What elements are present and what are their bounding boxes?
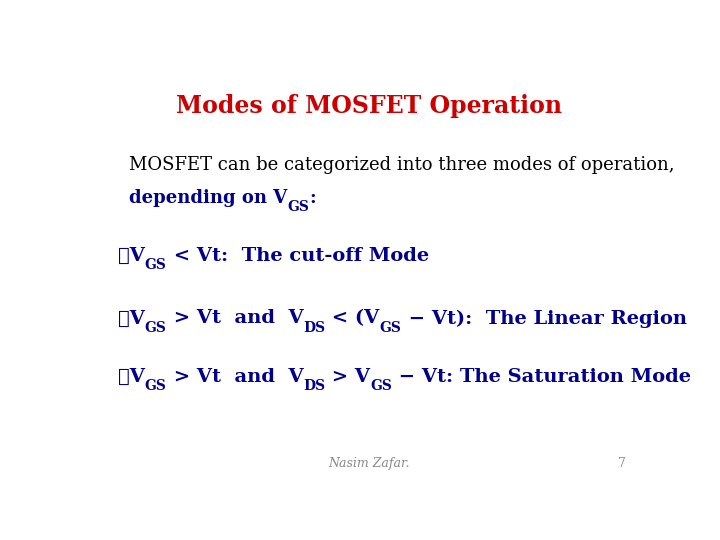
Text: ❖V: ❖V — [118, 368, 145, 386]
Text: > Vt  and  V: > Vt and V — [166, 309, 303, 327]
Text: GS: GS — [379, 321, 402, 335]
Text: MOSFET can be categorized into three modes of operation,: MOSFET can be categorized into three mod… — [129, 156, 675, 173]
Text: 7: 7 — [618, 457, 626, 470]
Text: depending on V: depending on V — [129, 189, 287, 207]
Text: :: : — [309, 189, 316, 207]
Text: Modes of MOSFET Operation: Modes of MOSFET Operation — [176, 94, 562, 118]
Text: < Vt:  The cut-off Mode: < Vt: The cut-off Mode — [166, 247, 429, 265]
Text: > Vt  and  V: > Vt and V — [166, 368, 303, 386]
Text: DS: DS — [303, 379, 325, 393]
Text: DS: DS — [303, 321, 325, 335]
Text: GS: GS — [145, 258, 166, 272]
Text: > V: > V — [325, 368, 370, 386]
Text: − Vt):  The Linear Region: − Vt): The Linear Region — [402, 309, 687, 328]
Text: < (V: < (V — [325, 309, 379, 327]
Text: GS: GS — [370, 379, 392, 393]
Text: GS: GS — [145, 321, 166, 335]
Text: GS: GS — [287, 200, 309, 214]
Text: ❖V: ❖V — [118, 247, 145, 265]
Text: ❖V: ❖V — [118, 309, 145, 327]
Text: Nasim Zafar.: Nasim Zafar. — [328, 457, 410, 470]
Text: − Vt: The Saturation Mode: − Vt: The Saturation Mode — [392, 368, 691, 386]
Text: GS: GS — [145, 379, 166, 393]
